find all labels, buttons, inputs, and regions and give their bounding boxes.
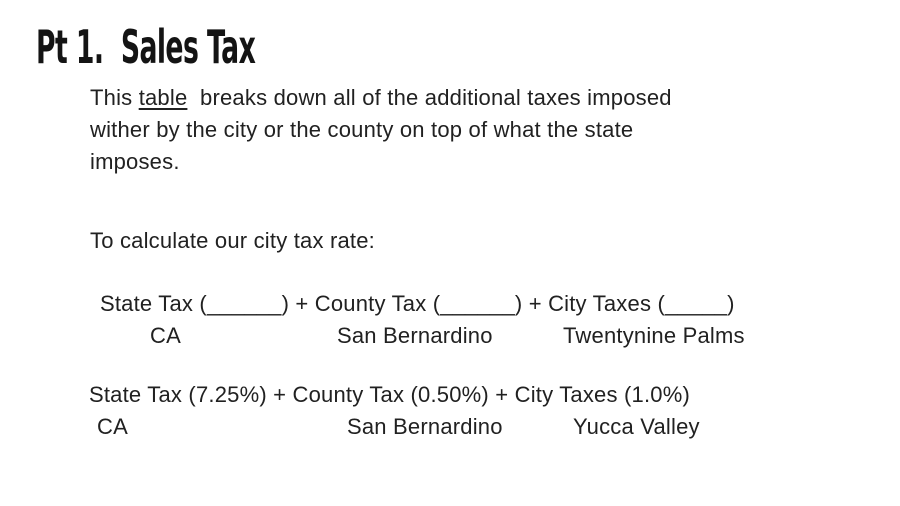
intro-paragraph-line-1: This table breaks down all of the additi… xyxy=(90,87,672,109)
formula-filled-expression: State Tax (7.25%) + County Tax (0.50%) +… xyxy=(89,382,690,407)
formula-filled-state-label: CA xyxy=(97,414,128,439)
intro-text-post: breaks down all of the additional taxes … xyxy=(187,85,672,110)
intro-paragraph-line-2: wither by the city or the county on top … xyxy=(90,117,634,142)
table-link[interactable]: table xyxy=(138,85,188,110)
page-title: Pt 1. Sales Tax xyxy=(36,20,256,74)
formula-blank-expression: State Tax (______) + County Tax (______)… xyxy=(100,291,735,316)
intro-paragraph-line-3: imposes. xyxy=(90,149,180,174)
formula-blank-city-label: Twentynine Palms xyxy=(563,323,745,348)
calc-instruction: To calculate our city tax rate: xyxy=(90,228,375,253)
intro-text-pre: This xyxy=(90,85,139,110)
formula-blank-state-label: CA xyxy=(150,323,181,348)
formula-blank-county-label: San Bernardino xyxy=(337,323,493,348)
formula-filled-city-label: Yucca Valley xyxy=(573,414,700,439)
formula-filled-county-label: San Bernardino xyxy=(347,414,503,439)
